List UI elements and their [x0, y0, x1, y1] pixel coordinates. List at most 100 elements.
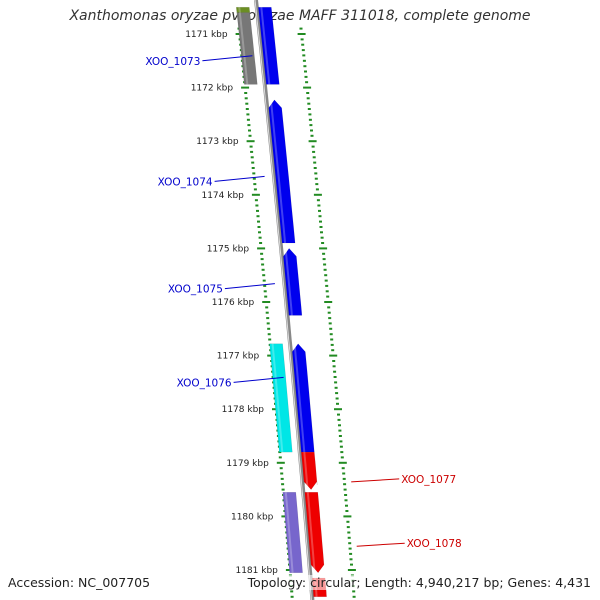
inner-scale-dot	[257, 220, 260, 223]
gene-feature-reverse	[304, 492, 325, 574]
outer-scale-dot	[317, 204, 321, 207]
outer-scale-dot	[326, 295, 330, 298]
inner-scale-dot	[280, 472, 284, 475]
outer-scale-dot	[323, 263, 327, 266]
outer-scale-dot	[324, 301, 333, 303]
inner-scale-dot	[259, 242, 263, 244]
inner-scale-dot	[264, 295, 268, 298]
outer-scale-dot	[303, 86, 312, 89]
inner-scale-dot	[249, 145, 253, 148]
gene-label[interactable]: XOO_1076	[177, 377, 232, 389]
outer-scale-dot	[342, 472, 346, 475]
outer-scale-dot	[306, 97, 310, 100]
gene-labels: XOO_1073 XOO_1074 XOO_1075 XOO_1076 XOO_1077…	[145, 55, 462, 550]
outer-scale-dot	[348, 542, 352, 545]
gene-feature-highlight	[238, 12, 249, 85]
outer-scale-dot	[332, 365, 336, 368]
outer-scale-dot	[319, 220, 322, 223]
outer-scale-dot	[348, 547, 352, 550]
outer-scale-dot	[311, 145, 315, 148]
inner-scale-dot	[261, 268, 265, 271]
outer-scale-dot	[302, 59, 306, 62]
outer-scale-dot	[327, 306, 331, 309]
gene-feature-highlight	[284, 492, 294, 573]
outer-scale-dot	[344, 494, 348, 496]
inner-scale-dot	[258, 236, 262, 239]
outer-scale-dot	[304, 70, 307, 73]
outer-scale-dot	[304, 75, 308, 78]
kbp-tick-label: 1180 kbp	[231, 512, 274, 522]
outer-scale-dot	[338, 424, 341, 427]
inner-scale-dot	[251, 167, 255, 169]
gene-label[interactable]: XOO_1077	[401, 474, 456, 486]
inner-scale-dot	[268, 338, 272, 341]
gene-feature-highlight	[238, 7, 241, 13]
outer-scale-dot	[307, 102, 311, 105]
kbp-tick-label: 1176 kbp	[212, 298, 255, 308]
outer-scale-dot	[315, 188, 319, 191]
outer-scale-dot	[312, 150, 316, 153]
outer-scale-dot	[346, 520, 350, 523]
outer-scale-dot	[318, 209, 321, 212]
gene-feature-highlight	[306, 492, 316, 573]
gene-label-leader	[214, 175, 265, 182]
gene-feature-rna_forward	[269, 343, 293, 453]
genome-backbone-highlight	[254, 0, 312, 600]
inner-scale-dot	[245, 108, 249, 110]
outer-scale-dot	[323, 268, 327, 271]
outer-scale-dot	[339, 445, 343, 448]
gene-label-leader	[224, 283, 275, 290]
inner-scale-dot	[256, 209, 259, 212]
kbp-tick-label: 1173 kbp	[196, 137, 239, 147]
inner-scale-dot	[266, 317, 270, 320]
outer-scale-dot	[349, 552, 353, 555]
outer-scale-dot	[301, 49, 305, 52]
gene-feature-highlight	[260, 7, 271, 85]
outer-scale-dot	[333, 376, 337, 378]
gene-feature-forward	[283, 248, 303, 316]
inner-scale-dot	[261, 263, 265, 266]
gene-label[interactable]: XOO_1078	[407, 538, 462, 550]
inner-scale-dot	[258, 231, 261, 234]
inner-scale-dot	[241, 86, 250, 89]
feature-track	[236, 6, 327, 598]
outer-scale-dot	[333, 370, 337, 373]
outer-scale-dot	[313, 167, 317, 169]
outer-scale-dot	[316, 199, 320, 202]
outer-scale-dot	[347, 531, 351, 534]
inner-scale-dot	[252, 177, 256, 180]
gene-label[interactable]: XOO_1073	[145, 56, 200, 68]
inner-scale-dot	[251, 161, 255, 164]
outer-scale-dot	[338, 461, 347, 464]
map-title: Xanthomonas oryzae pv. oryzae MAFF 31101…	[69, 8, 531, 24]
gene-feature-highlight	[269, 99, 287, 244]
outer-scale-dot	[320, 236, 324, 239]
outer-scale-dot	[352, 595, 356, 598]
kbp-tick-label: 1179 kbp	[226, 459, 269, 469]
outer-scale-dot	[347, 536, 351, 539]
outer-scale-dot	[313, 161, 317, 164]
kbp-tick-label: 1175 kbp	[207, 244, 250, 254]
inner-scale-dot	[260, 258, 264, 261]
inner-scale-dot	[265, 306, 269, 309]
inner-scale-dot	[281, 488, 285, 491]
inner-scale-dot	[248, 134, 252, 137]
gene-label[interactable]: XOO_1075	[168, 284, 223, 296]
gene-feature-forward	[258, 6, 280, 85]
gene-feature-highlight	[293, 343, 306, 453]
kbp-tick-label: 1171 kbp	[185, 30, 228, 40]
inner-scale-dot	[263, 284, 267, 287]
outer-scale-dot	[328, 317, 332, 320]
outer-scale-dot	[337, 418, 341, 421]
inner-scale-dot	[253, 183, 257, 186]
outer-scale-dot	[343, 488, 347, 491]
outer-scale-dot	[327, 311, 331, 314]
summary-label: Topology: circular; Length: 4,940,217 bp…	[247, 575, 591, 590]
inner-scale-dot	[260, 252, 264, 255]
outer-scale-dot	[332, 360, 336, 362]
outer-scale-dot	[325, 284, 329, 287]
inner-scale-dot	[262, 274, 266, 277]
gene-label[interactable]: XOO_1074	[158, 176, 213, 188]
inner-scale-dot	[267, 333, 271, 336]
